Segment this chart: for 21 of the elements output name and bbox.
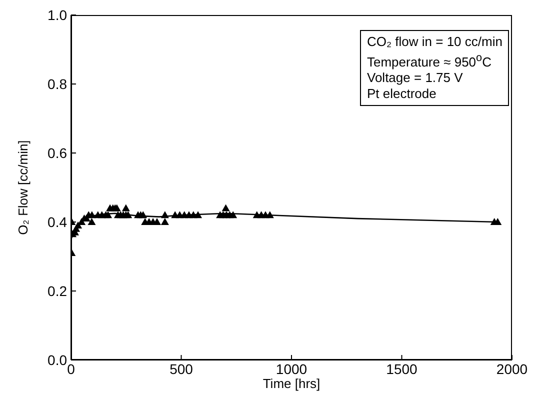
x-tick-label: 0 <box>67 360 76 377</box>
y-tick-label: 0.4 <box>48 214 68 230</box>
x-tick-label: 1500 <box>386 360 418 377</box>
x-tick-label: 500 <box>170 360 194 377</box>
y-axis-title: O₂ Flow [cc/min] <box>16 140 31 235</box>
point <box>222 204 230 212</box>
y-tick-label: 0.0 <box>48 352 68 368</box>
y-tick-label: 0.2 <box>48 282 68 299</box>
annotation: Temperature ≈ 950$^{o}$C <box>367 51 492 70</box>
annotation: CO₂ flow in = 10 cc/min <box>367 34 502 50</box>
annotation: Pt electrode <box>367 86 438 102</box>
y-tick-label: 0.6 <box>48 144 68 161</box>
x-tick-label: 1000 <box>276 360 308 377</box>
annotation: Voltage = 1.75 V <box>367 70 464 86</box>
point <box>88 218 96 225</box>
point <box>160 218 169 225</box>
y-tick-label: 0.8 <box>48 76 68 92</box>
y-tick-label: 1.0 <box>48 6 68 23</box>
point <box>122 204 130 212</box>
x-axis-title: Time [hrs] <box>262 376 320 391</box>
x-tick-label: 2000 <box>496 360 528 377</box>
